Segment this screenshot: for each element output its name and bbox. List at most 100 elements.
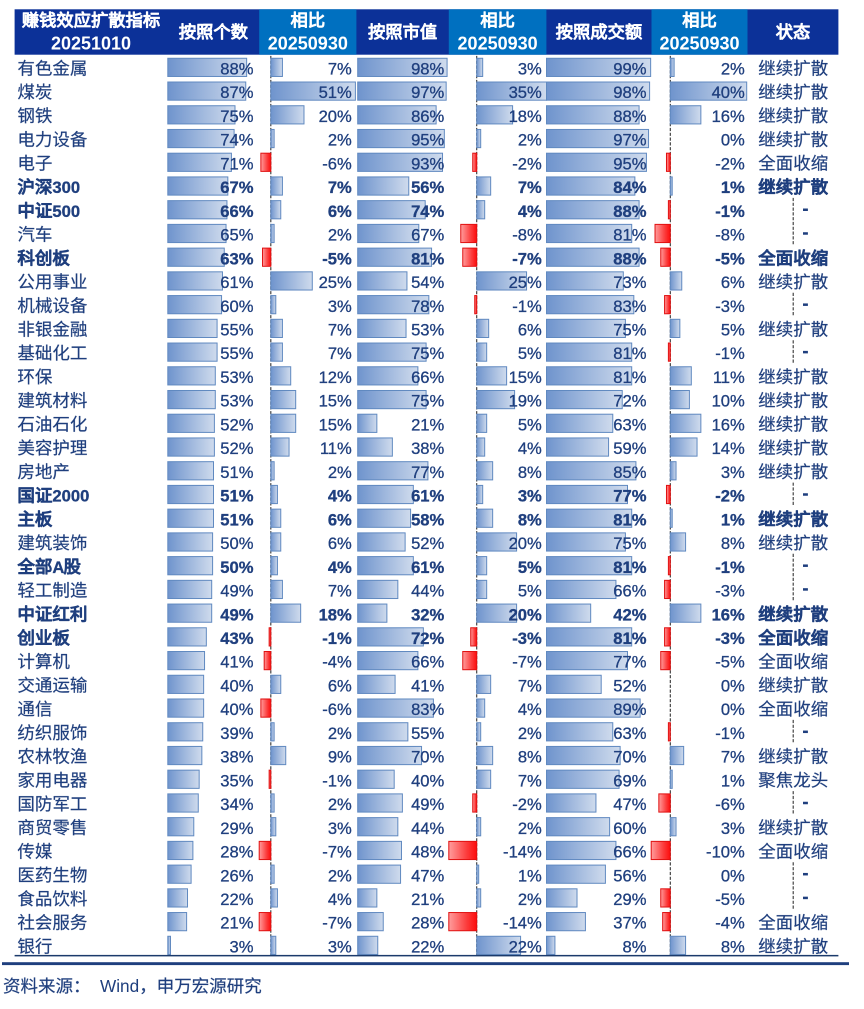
svg-text:81%: 81% (613, 629, 646, 648)
svg-text:22%: 22% (220, 890, 253, 909)
svg-text:8%: 8% (623, 938, 647, 957)
svg-text:78%: 78% (411, 297, 444, 316)
svg-text:4%: 4% (328, 558, 352, 577)
svg-text:4%: 4% (518, 202, 542, 221)
svg-text:95%: 95% (411, 131, 444, 150)
svg-text:75%: 75% (411, 392, 444, 411)
svg-text:74%: 74% (411, 202, 444, 221)
svg-text:63%: 63% (613, 415, 646, 434)
svg-text:14%: 14% (712, 439, 745, 458)
svg-text:41%: 41% (220, 653, 253, 672)
svg-text:-5%: -5% (715, 653, 745, 672)
svg-text:2%: 2% (328, 795, 352, 814)
svg-text:88%: 88% (613, 249, 646, 268)
svg-text:75%: 75% (613, 321, 646, 340)
svg-text:72%: 72% (411, 629, 444, 648)
svg-text:52%: 52% (220, 415, 253, 434)
svg-text:26%: 26% (220, 866, 253, 885)
svg-text:-1%: -1% (715, 202, 745, 221)
svg-text:-3%: -3% (512, 629, 542, 648)
svg-text:8%: 8% (518, 463, 542, 482)
svg-text:56%: 56% (613, 866, 646, 885)
svg-text:7%: 7% (721, 748, 745, 767)
svg-text:71%: 71% (220, 154, 253, 173)
svg-text:-1%: -1% (512, 297, 542, 316)
svg-text:54%: 54% (411, 273, 444, 292)
svg-text:3%: 3% (721, 463, 745, 482)
svg-text:8%: 8% (518, 510, 542, 529)
svg-text:88%: 88% (613, 107, 646, 126)
svg-text:-1%: -1% (322, 629, 352, 648)
svg-text:11%: 11% (320, 439, 352, 458)
svg-text:61%: 61% (411, 487, 444, 506)
svg-text:85%: 85% (613, 463, 646, 482)
svg-text:8%: 8% (721, 534, 745, 553)
svg-text:-2%: -2% (715, 487, 745, 506)
svg-text:43%: 43% (220, 629, 253, 648)
svg-text:10%: 10% (712, 392, 745, 411)
svg-text:-6%: -6% (322, 700, 352, 719)
svg-text:Wind: Wind (100, 976, 139, 996)
svg-text:38%: 38% (411, 439, 444, 458)
svg-text:19%: 19% (509, 392, 542, 411)
svg-text:20%: 20% (319, 107, 352, 126)
svg-text:4%: 4% (518, 439, 542, 458)
svg-text:0%: 0% (721, 866, 745, 885)
svg-text:-8%: -8% (512, 226, 542, 245)
svg-text:3%: 3% (518, 487, 542, 506)
svg-text:40%: 40% (411, 771, 444, 790)
svg-text:16%: 16% (712, 605, 745, 624)
svg-text:-4%: -4% (715, 914, 745, 933)
svg-text:2%: 2% (721, 60, 745, 79)
svg-text:18%: 18% (319, 605, 352, 624)
svg-text:42%: 42% (613, 605, 646, 624)
svg-text:-1%: -1% (715, 558, 745, 577)
svg-text:16%: 16% (712, 107, 745, 126)
svg-text:47%: 47% (411, 866, 444, 885)
svg-text:-1%: -1% (322, 771, 352, 790)
svg-text:-3%: -3% (715, 297, 745, 316)
svg-text:97%: 97% (411, 83, 444, 102)
svg-text:2%: 2% (328, 866, 352, 885)
svg-text:40%: 40% (220, 676, 253, 695)
svg-text:7%: 7% (328, 582, 352, 601)
svg-text:0%: 0% (721, 700, 745, 719)
svg-text:38%: 38% (220, 748, 253, 767)
svg-text:7%: 7% (328, 178, 352, 197)
svg-text:4%: 4% (518, 700, 542, 719)
svg-text:75%: 75% (220, 107, 253, 126)
svg-text:8%: 8% (518, 748, 542, 767)
svg-text:2%: 2% (518, 724, 542, 743)
svg-text:55%: 55% (411, 724, 444, 743)
svg-text:7%: 7% (328, 344, 352, 363)
svg-text:81%: 81% (613, 226, 646, 245)
svg-text:66%: 66% (220, 202, 253, 221)
svg-text:-7%: -7% (512, 653, 542, 672)
svg-text:70%: 70% (613, 748, 646, 767)
svg-text:81%: 81% (613, 368, 646, 387)
svg-text:2%: 2% (518, 819, 542, 838)
svg-text:5%: 5% (721, 321, 745, 340)
svg-text:73%: 73% (613, 273, 646, 292)
svg-text:3%: 3% (230, 938, 254, 957)
svg-text:7%: 7% (518, 771, 542, 790)
svg-text:18%: 18% (509, 107, 542, 126)
svg-text:-1%: -1% (715, 724, 745, 743)
svg-text:15%: 15% (509, 368, 542, 387)
svg-text:20250930: 20250930 (268, 34, 348, 54)
svg-text:72%: 72% (613, 392, 646, 411)
svg-text:25%: 25% (319, 273, 352, 292)
svg-text:87%: 87% (220, 83, 253, 102)
svg-text:-3%: -3% (715, 582, 745, 601)
svg-text:53%: 53% (220, 392, 253, 411)
svg-text:-5%: -5% (322, 249, 352, 268)
svg-text:49%: 49% (411, 795, 444, 814)
svg-text:81%: 81% (411, 249, 444, 268)
svg-text:77%: 77% (613, 653, 646, 672)
svg-text:2%: 2% (328, 463, 352, 482)
svg-text:29%: 29% (220, 819, 253, 838)
svg-text:98%: 98% (411, 60, 444, 79)
svg-text:53%: 53% (220, 368, 253, 387)
svg-text:66%: 66% (613, 843, 646, 862)
svg-text:1%: 1% (721, 510, 745, 529)
